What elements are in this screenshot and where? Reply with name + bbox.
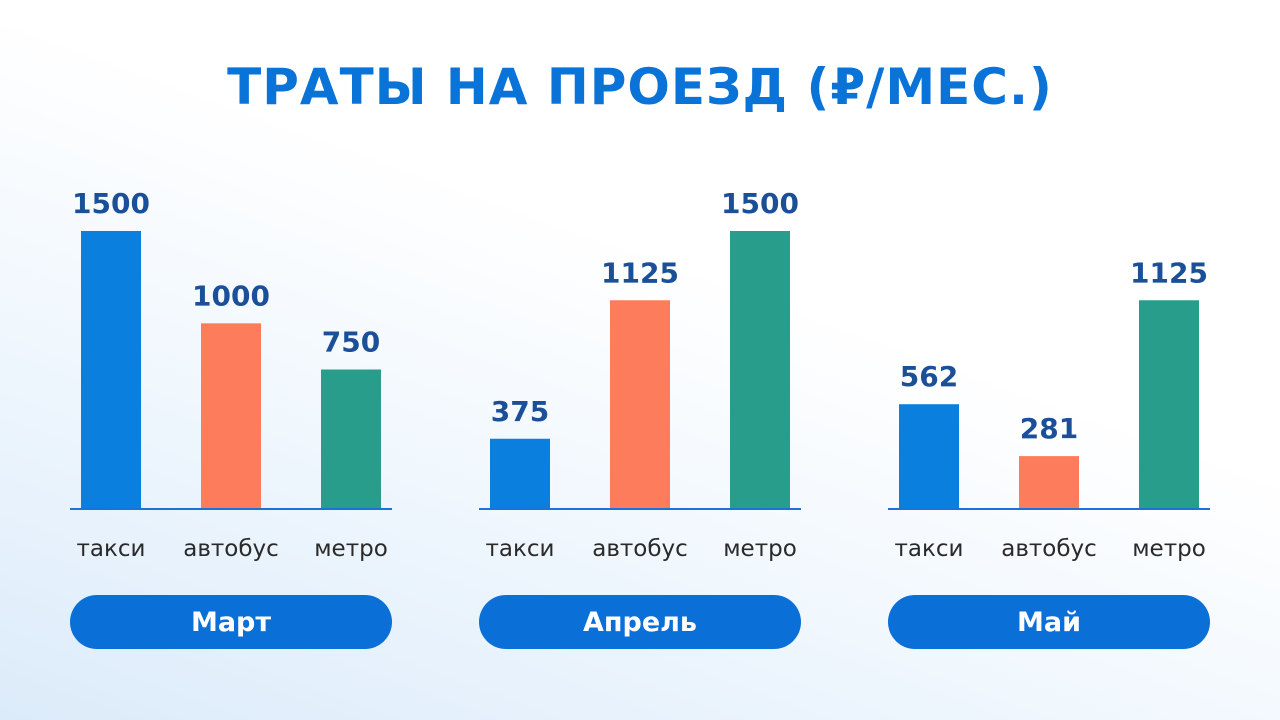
value-label-bus: 281: [1020, 412, 1078, 445]
bar-bus: [201, 323, 261, 508]
category-label-taxi: такси: [77, 536, 146, 562]
value-label-taxi: 375: [491, 395, 549, 428]
category-label-taxi: такси: [486, 536, 555, 562]
bar-bus: [610, 300, 670, 508]
value-label-taxi: 1500: [72, 187, 150, 220]
chart-title: ТРАТЫ НА ПРОЕЗД (₽/МЕС.): [227, 58, 1053, 116]
bar-taxi: [899, 404, 959, 508]
category-label-metro: метро: [314, 536, 388, 562]
chart-panel-march: 1500 такси 1000 автобус 750 метро Март: [60, 160, 392, 660]
bar-taxi: [81, 231, 141, 508]
bar-chart-april: 375 такси 1125 автобус 1500 метро: [479, 187, 801, 562]
category-label-taxi: такси: [895, 536, 964, 562]
value-label-metro: 1500: [721, 187, 799, 220]
value-label-metro: 750: [322, 326, 380, 359]
value-label-bus: 1125: [601, 256, 679, 289]
bar-metro: [321, 369, 381, 508]
month-label-march: Март: [70, 595, 392, 649]
category-label-bus: автобус: [592, 536, 688, 562]
bar-metro: [730, 231, 790, 508]
category-label-bus: автобус: [183, 536, 279, 562]
value-label-taxi: 562: [900, 360, 958, 393]
category-label-metro: метро: [1132, 536, 1206, 562]
bar-taxi: [490, 438, 550, 508]
bar-chart-may: 562 такси 281 автобус 1125 метро: [888, 256, 1210, 562]
bar-bus: [1019, 456, 1079, 508]
month-label-april: Апрель: [479, 595, 801, 649]
bar-metro: [1139, 300, 1199, 508]
category-label-bus: автобус: [1001, 536, 1097, 562]
value-label-bus: 1000: [192, 279, 270, 312]
month-label-may: Май: [888, 595, 1210, 649]
chart-panel-april: 375 такси 1125 автобус 1500 метро Апрель: [469, 160, 801, 660]
category-label-metro: метро: [723, 536, 797, 562]
bar-chart-march: 1500 такси 1000 автобус 750 метро: [70, 187, 392, 562]
value-label-metro: 1125: [1130, 256, 1208, 289]
chart-panel-may: 562 такси 281 автобус 1125 метро Май: [878, 160, 1210, 660]
